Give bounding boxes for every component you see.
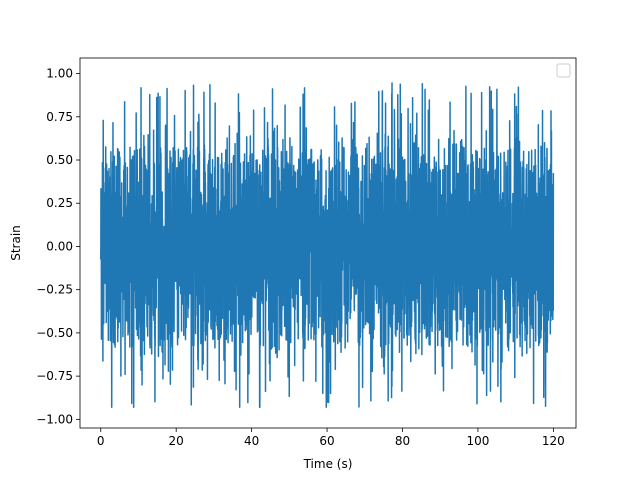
- y-tick-label: −1.00: [36, 412, 73, 426]
- x-tick-label: 40: [244, 434, 259, 448]
- y-tick-label: 0.25: [46, 196, 73, 210]
- y-tick-label: 0.75: [46, 110, 73, 124]
- x-tick-label: 100: [466, 434, 489, 448]
- x-tick-label: 0: [97, 434, 105, 448]
- x-tick-label: 80: [395, 434, 410, 448]
- series-layer: [100, 82, 555, 408]
- strain-series-line: [100, 82, 555, 408]
- x-tick-label: 120: [542, 434, 565, 448]
- y-tick-label: −0.25: [36, 283, 73, 297]
- y-tick-label: 0.50: [46, 153, 73, 167]
- x-axis-label: Time (s): [303, 457, 353, 471]
- y-tick-label: 1.00: [46, 67, 73, 81]
- y-tick-label: 0.00: [46, 239, 73, 253]
- x-axis-ticks: 0 20 40 60 80 100 120: [97, 428, 565, 448]
- x-tick-label: 20: [169, 434, 184, 448]
- y-axis-ticks: −1.00 −0.75 −0.50 −0.25 0.00 0.25 0.50 0.75 1.00: [36, 67, 80, 426]
- x-tick-label: 60: [319, 434, 334, 448]
- y-tick-label: −0.50: [36, 326, 73, 340]
- plot-frame: [79, 57, 577, 429]
- y-axis-label: Strain: [9, 225, 23, 261]
- y-tick-label: −0.75: [36, 369, 73, 383]
- legend-box: [556, 63, 571, 78]
